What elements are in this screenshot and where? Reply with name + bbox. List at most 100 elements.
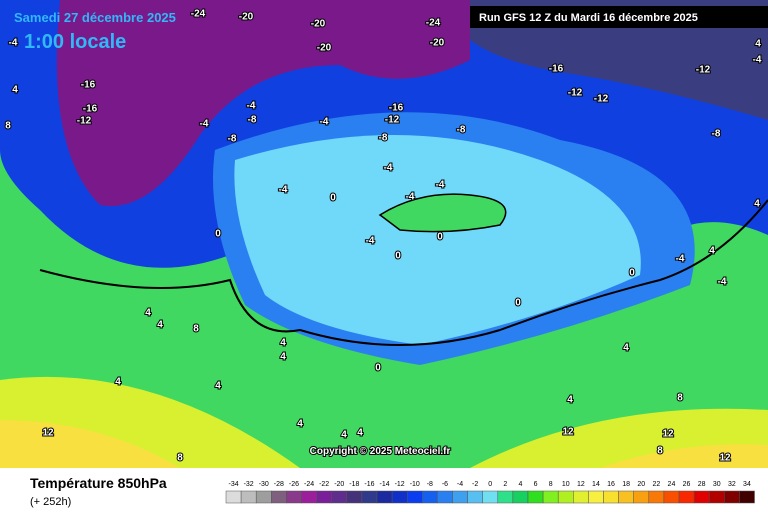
- contour-label: 0: [215, 229, 221, 240]
- contour-label: -16: [83, 104, 98, 115]
- contour-label: 12: [662, 429, 674, 440]
- colorbar-tick-label: -32: [244, 481, 254, 488]
- contour-label: 4: [115, 377, 121, 388]
- colorbar-box: [286, 490, 302, 504]
- colorbar-box: [482, 490, 499, 504]
- colorbar-box: [708, 490, 725, 504]
- colorbar-box: [557, 490, 574, 504]
- contour-label: -20: [317, 43, 332, 54]
- contour-label: 4: [755, 39, 761, 50]
- contour-label: -4: [320, 117, 329, 128]
- contour-label: 12: [562, 427, 574, 438]
- colorbar-box: [633, 490, 650, 504]
- contour-label: 4: [297, 419, 303, 430]
- colorbar-tick-label: -28: [274, 481, 284, 488]
- colorbar-tick-label: 32: [728, 481, 736, 488]
- colorbar-tick-label: -10: [410, 481, 420, 488]
- colorbar-tick-label: -6: [442, 481, 448, 488]
- colorbar-tick-label: -26: [289, 481, 299, 488]
- colorbar-tick-label: -24: [304, 481, 314, 488]
- colorbar-tick-label: 20: [637, 481, 645, 488]
- contour-label: 0: [375, 363, 381, 374]
- contour-label: -4: [753, 55, 762, 66]
- colorbar-box: [678, 490, 695, 504]
- colorbar-box: [271, 490, 287, 504]
- colorbar-tick-label: 28: [698, 481, 706, 488]
- colorbar-tick-label: -12: [395, 481, 405, 488]
- colorbar-box: [648, 490, 665, 504]
- contour-label: 4: [215, 381, 221, 392]
- colorbar-tick-label: 18: [622, 481, 630, 488]
- contour-label: 4: [341, 430, 347, 441]
- contour-label: 8: [177, 453, 183, 464]
- contour-label: 4: [145, 308, 151, 319]
- contour-label: -20: [311, 19, 326, 30]
- colorbar-box: [573, 490, 589, 504]
- contour-label: 0: [330, 193, 336, 204]
- contour-label: 4: [357, 428, 363, 439]
- colorbar-box: [512, 490, 529, 504]
- contour-label: -4: [676, 254, 685, 265]
- contour-label: -8: [379, 133, 388, 144]
- contour-label: -4: [436, 180, 445, 191]
- footer-lead: (+ 252h): [30, 496, 71, 508]
- colorbar-box: [376, 490, 393, 504]
- colorbar-box: [724, 490, 740, 504]
- colorbar-tick-label: 12: [577, 481, 585, 488]
- colorbar-tick-label: 6: [534, 481, 538, 488]
- colorbar-box: [739, 490, 755, 504]
- colorbar-tick-label: 2: [503, 481, 507, 488]
- contour-label: -8: [457, 125, 466, 136]
- colorbar-box: [361, 490, 378, 504]
- colorbar-box: [452, 490, 468, 504]
- contour-label: -12: [594, 94, 609, 105]
- colorbar-tick-label: -14: [379, 481, 389, 488]
- colorbar-tick-label: -34: [228, 481, 238, 488]
- colorbar-box: [693, 490, 710, 504]
- colorbar-tick-label: 4: [518, 481, 522, 488]
- contour-label: 12: [42, 428, 54, 439]
- colorbar-tick-label: 8: [549, 481, 553, 488]
- contour-label: -16: [389, 103, 404, 114]
- colorbar-box: [406, 490, 423, 504]
- colorbar-box: [316, 490, 332, 504]
- contour-label: -4: [279, 185, 288, 196]
- colorbar-tick-label: 30: [713, 481, 721, 488]
- colorbar-tick-label: -4: [457, 481, 463, 488]
- colorbar-tick-label: 14: [592, 481, 600, 488]
- contour-label: 8: [5, 121, 11, 132]
- colorbar-box: [527, 490, 544, 504]
- colorbar-box: [255, 490, 272, 504]
- contour-label: -8: [712, 129, 721, 140]
- colorbar: -34 -32 -30 -28 -26 -24 -22 -20 -18 -16 -14 -12 -10-…: [225, 481, 755, 504]
- contour-label: 8: [657, 446, 663, 457]
- contour-label: -4: [406, 192, 415, 203]
- footer-title: Température 850hPa: [30, 475, 167, 491]
- contour-label: 0: [437, 232, 443, 243]
- contour-label: -8: [248, 115, 257, 126]
- contour-label: -20: [430, 38, 445, 49]
- colorbar-tick-label: 26: [683, 481, 691, 488]
- contour-label: -4: [718, 277, 727, 288]
- contour-label: -4: [384, 163, 393, 174]
- contour-label: 4: [280, 338, 286, 349]
- colorbar-box: [618, 490, 634, 504]
- contour-label: 8: [193, 324, 199, 335]
- contour-labels: -24 -20-20 -24-20-20-4-16-16-12-16-12-12-1…: [4, 8, 763, 465]
- colorbar-box: [301, 490, 317, 504]
- colorbar-box: [225, 490, 242, 504]
- colorbar-box: [346, 490, 363, 504]
- contour-label: -4: [366, 236, 375, 247]
- contour-label: 4: [12, 85, 18, 96]
- contour-label: -20: [239, 12, 254, 23]
- contour-label: -16: [549, 64, 564, 75]
- contour-label: 4: [709, 246, 715, 257]
- colorbar-tick-label: 24: [668, 481, 676, 488]
- contour-label: -4: [247, 101, 256, 112]
- colorbar-tick-label: -20: [334, 481, 344, 488]
- colorbar-tick-label: 34: [743, 481, 751, 488]
- colorbar-tick-label: -30: [259, 481, 269, 488]
- colorbar-box: [422, 490, 438, 504]
- copyright: Copyright © 2025 Meteociel.fr: [310, 446, 451, 457]
- contour-label: -12: [568, 88, 583, 99]
